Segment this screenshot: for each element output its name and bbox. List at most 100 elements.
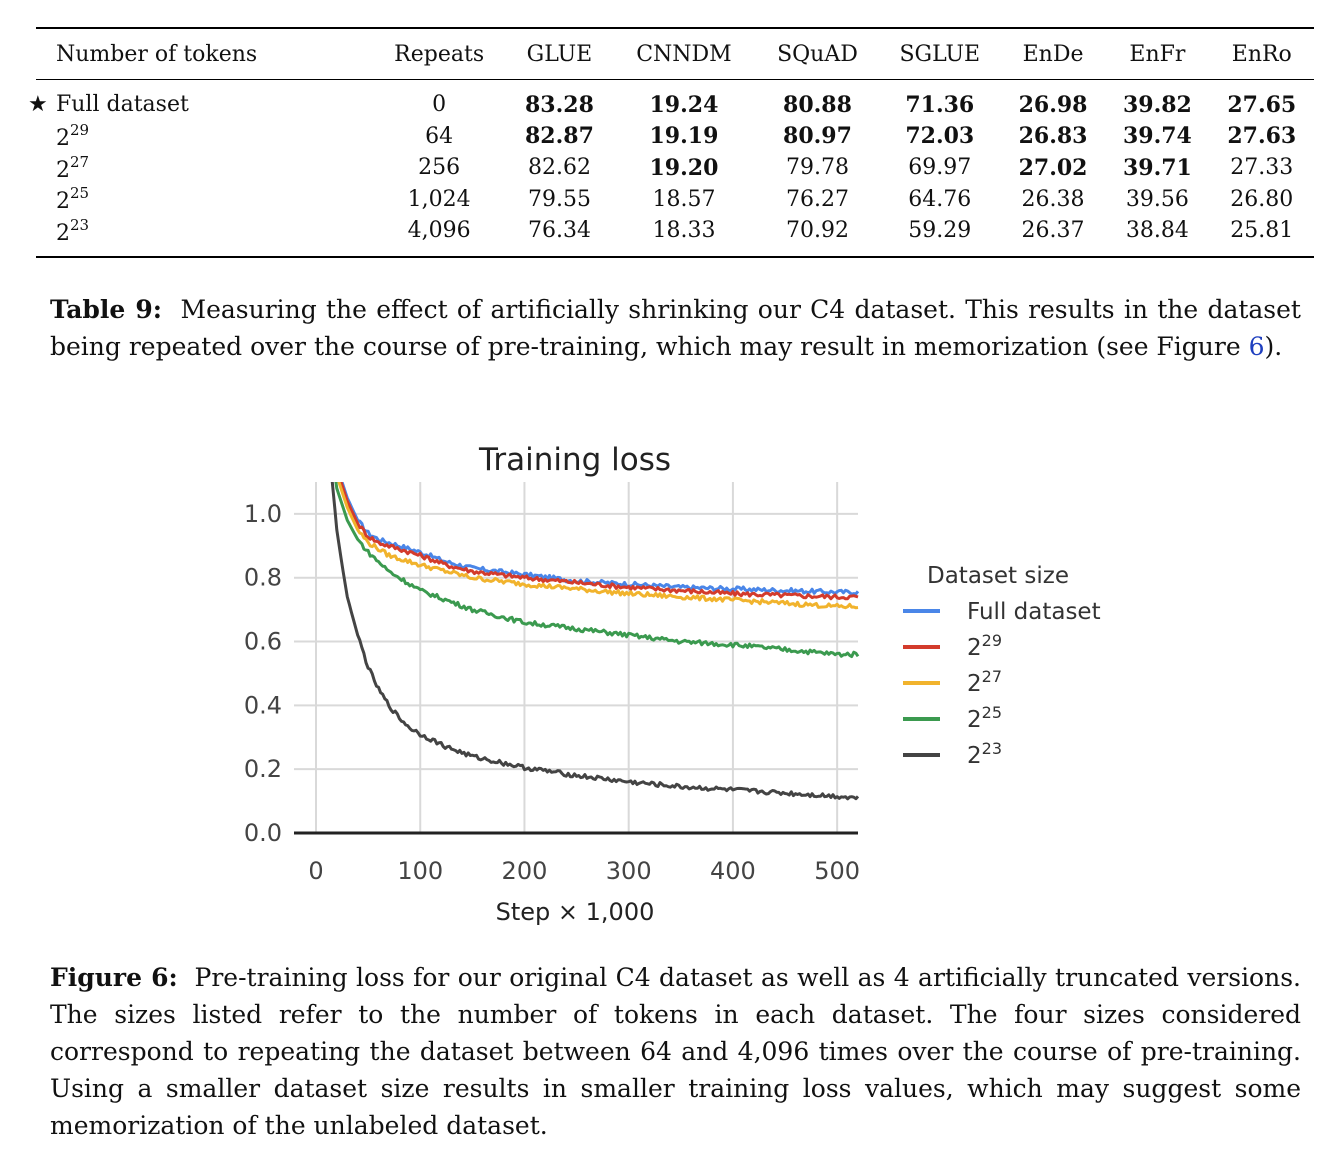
table-header-row: Number of tokens Repeats GLUE CNNDM SQuAD SGL…: [36, 28, 1314, 80]
legend-entry: 229: [967, 631, 1002, 661]
legend-entry-base: 2: [967, 671, 982, 697]
y-tick-label: 0.4: [244, 691, 282, 719]
legend-entry-base: 2: [967, 707, 982, 733]
token-count-cell: 223: [36, 215, 371, 257]
score-cell: 26.37: [1021, 218, 1085, 244]
score-cell: 64.76: [908, 186, 972, 212]
score-cell: 76.34: [527, 218, 591, 244]
x-tick-label: 100: [397, 857, 443, 885]
x-tick-label: 0: [308, 857, 323, 885]
token-count-base: 2: [56, 220, 70, 246]
repeats-cell: 256: [418, 155, 461, 181]
score-cell: 27.65: [1227, 91, 1297, 118]
figure-caption-label: Figure 6:: [50, 963, 178, 992]
score-cell: 72.03: [905, 123, 975, 150]
column-header: Number of tokens: [56, 41, 258, 67]
legend-entry-exponent: 29: [982, 631, 1002, 650]
figure-reference-link[interactable]: 6: [1248, 332, 1265, 361]
score-cell: 18.33: [652, 218, 716, 244]
figure-caption-text: Pre-training loss for our original C4 da…: [50, 963, 1301, 1140]
x-tick-label: 400: [710, 857, 756, 885]
score-cell: 80.97: [783, 123, 852, 150]
series-line: [337, 482, 859, 610]
series-line: [330, 482, 860, 801]
column-header: EnDe: [1022, 41, 1084, 67]
score-cell: 26.83: [1018, 123, 1088, 150]
repeats-cell: 1,024: [407, 186, 471, 212]
legend-entry: Full dataset: [967, 599, 1101, 625]
score-cell: 69.97: [908, 155, 972, 181]
legend-entry-exponent: 25: [982, 703, 1002, 722]
score-cell: 27.33: [1230, 155, 1294, 181]
score-cell: 18.57: [652, 186, 716, 212]
legend-title: Dataset size: [927, 563, 1069, 589]
score-cell: 39.71: [1122, 154, 1192, 181]
star-icon: ★: [28, 92, 48, 118]
token-count-base: 2: [56, 189, 70, 215]
table-row: 223 4,096 76.34 18.33 70.92 59.29 26.37 38.84 25…: [36, 215, 1314, 257]
token-count-exponent: 23: [70, 215, 90, 234]
legend-entry-base: 2: [967, 743, 982, 769]
score-cell: 19.19: [649, 123, 719, 150]
x-axis-label: Step × 1,000: [496, 898, 655, 926]
column-header: SQuAD: [777, 41, 858, 67]
y-tick-label: 0.8: [244, 564, 282, 592]
column-header: Repeats: [394, 41, 485, 67]
chart-grid: [294, 482, 858, 834]
score-cell: 79.78: [785, 155, 849, 181]
token-count-exponent: 27: [70, 152, 90, 171]
score-cell: 80.88: [783, 91, 852, 118]
column-header: CNNDM: [636, 41, 732, 67]
table-row: ★ Full dataset 0 83.28 19.24 80.88 71.36 26.98 3…: [28, 80, 1314, 121]
table-caption: Table 9: Measuring the effect of artific…: [50, 291, 1301, 365]
score-cell: 26.80: [1230, 186, 1294, 212]
column-header: EnRo: [1231, 41, 1292, 67]
token-count-cell: 225: [36, 184, 371, 216]
results-table: Number of tokens Repeats GLUE CNNDM SQuAD SGL…: [28, 27, 1314, 258]
chart-axes: 0 100 200 300 400 500 0.0 0.2 0.4 0.6 0.8 1.0: [244, 500, 860, 885]
score-cell: 38.84: [1125, 218, 1189, 244]
score-cell: 70.92: [785, 218, 849, 244]
token-count-exponent: 29: [70, 121, 90, 140]
token-count-cell: 227: [36, 152, 371, 184]
token-count-base: Full dataset: [56, 92, 189, 118]
repeats-cell: 64: [425, 123, 454, 149]
score-cell: 27.63: [1227, 123, 1297, 150]
y-tick-label: 0.0: [244, 819, 282, 847]
legend-entry: 225: [967, 703, 1002, 733]
score-cell: 19.20: [649, 154, 719, 181]
token-count-base: 2: [56, 157, 70, 183]
score-cell: 27.02: [1018, 154, 1088, 181]
legend-entry-exponent: 23: [982, 739, 1002, 758]
score-cell: 25.81: [1230, 218, 1294, 244]
score-cell: 39.56: [1125, 186, 1189, 212]
score-cell: 83.28: [525, 91, 594, 118]
column-header: SGLUE: [899, 41, 981, 67]
x-tick-label: 300: [606, 857, 652, 885]
token-count-exponent: 25: [70, 184, 90, 203]
table-caption-text: Measuring the effect of artificially shr…: [50, 295, 1301, 361]
series-line: [334, 482, 860, 658]
table-caption-label: Table 9:: [50, 295, 162, 324]
chart-series-lines: [330, 482, 860, 801]
chart-title: Training loss: [478, 442, 671, 478]
table-body: ★ Full dataset 0 83.28 19.24 80.88 71.36 26.98 3…: [28, 80, 1314, 257]
legend-entry-base: 2: [967, 635, 982, 661]
token-count-cell: 229: [36, 121, 371, 153]
x-tick-label: 200: [502, 857, 548, 885]
score-cell: 26.98: [1018, 91, 1088, 118]
score-cell: 26.38: [1021, 186, 1085, 212]
y-tick-label: 0.2: [244, 755, 282, 783]
score-cell: 79.55: [527, 186, 591, 212]
token-count-base: 2: [56, 126, 70, 152]
legend-entry-base: Full dataset: [967, 599, 1101, 625]
figure-caption: Figure 6: Pre-training loss for our orig…: [50, 959, 1301, 1144]
score-cell: 19.24: [649, 91, 719, 118]
repeats-cell: 4,096: [407, 218, 471, 244]
table-row: 225 1,024 79.55 18.57 76.27 64.76 26.38 39.56 26…: [36, 184, 1314, 216]
table-row: 227 256 82.62 19.20 79.78 69.97 27.02 39.71 27.3…: [36, 152, 1314, 184]
legend-entry-exponent: 27: [982, 667, 1002, 686]
legend-entry: 223: [967, 739, 1002, 769]
y-tick-label: 0.6: [244, 628, 282, 656]
